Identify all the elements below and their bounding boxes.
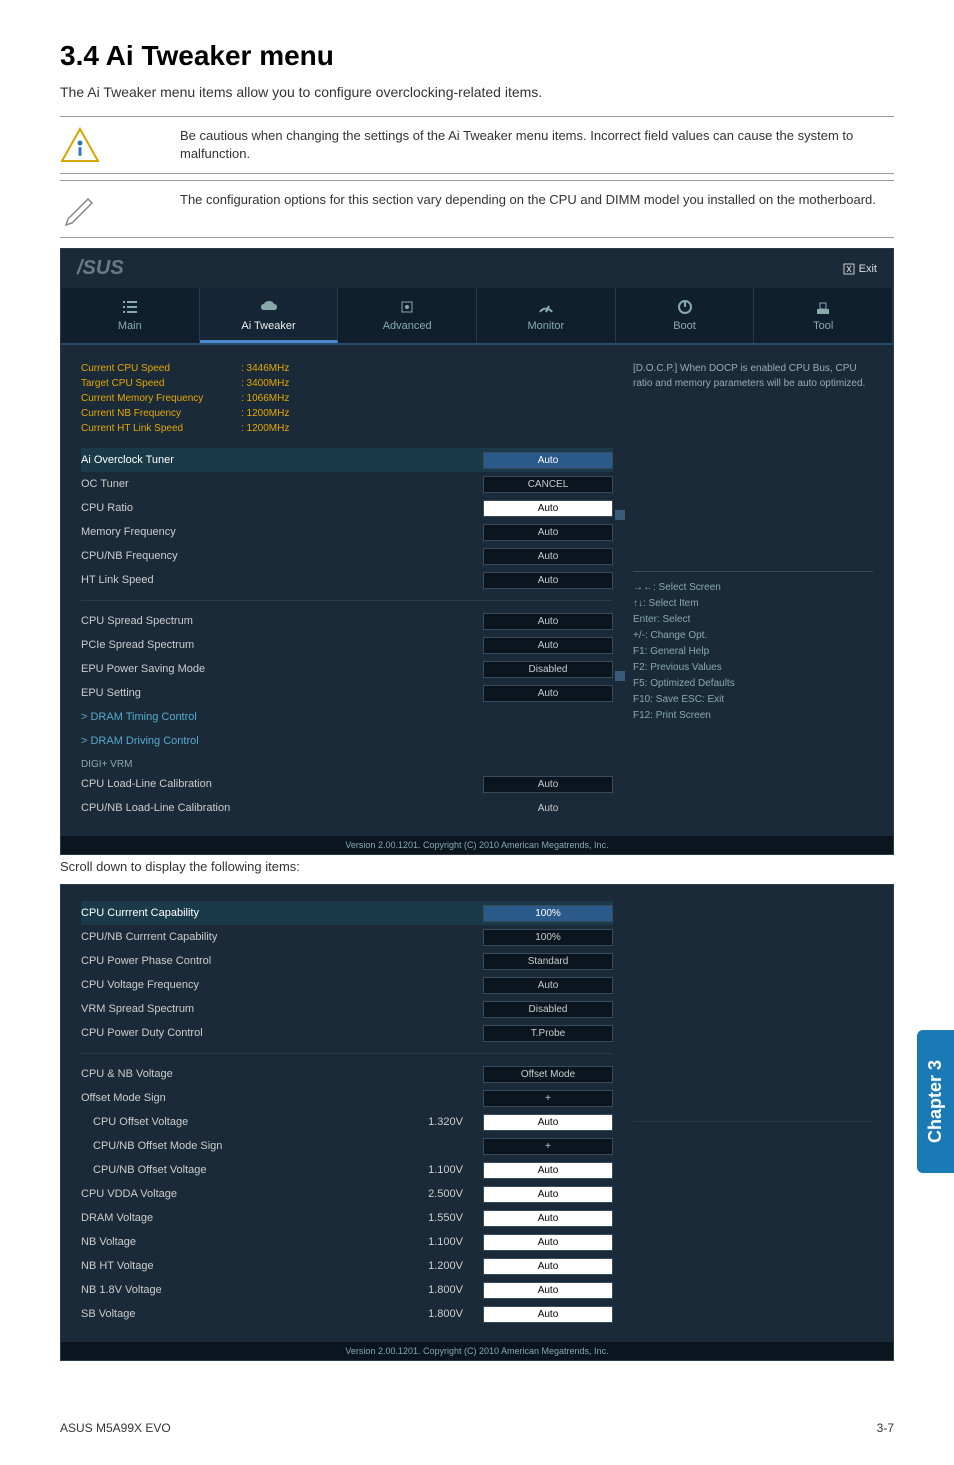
power-icon — [616, 298, 754, 318]
row-cpu-capability[interactable]: CPU Currrent Capability100% — [81, 901, 613, 925]
gauge-icon — [477, 298, 615, 318]
info-note: The configuration options for this secti… — [60, 180, 894, 238]
row-ai-overclock-tuner[interactable]: Ai Overclock TunerAuto — [81, 448, 613, 472]
row-dram-voltage[interactable]: DRAM Voltage1.550VAuto — [81, 1206, 613, 1230]
footer-page: 3-7 — [877, 1421, 894, 1435]
warning-text: Be cautious when changing the settings o… — [120, 127, 894, 163]
option-description: [D.O.C.P.] When DOCP is enabled CPU Bus,… — [633, 361, 873, 391]
chip-icon — [338, 298, 476, 318]
row-voltage-freq[interactable]: CPU Voltage FrequencyAuto — [81, 973, 613, 997]
tab-main[interactable]: Main — [61, 288, 200, 343]
row-cpu-loadline[interactable]: CPU Load-Line CalibrationAuto — [81, 772, 613, 796]
row-memory-freq[interactable]: Memory FrequencyAuto — [81, 520, 613, 544]
pencil-icon — [60, 191, 100, 227]
digi-vrm-header: DIGI+ VRM — [81, 759, 613, 770]
row-nb-voltage[interactable]: NB Voltage1.100VAuto — [81, 1230, 613, 1254]
exit-icon — [843, 263, 855, 275]
cloud-icon — [200, 298, 338, 318]
bios-version: Version 2.00.1201. Copyright (C) 2010 Am… — [61, 836, 893, 854]
row-cpunb-capability[interactable]: CPU/NB Currrent Capability100% — [81, 925, 613, 949]
row-cpunb-offset-sign[interactable]: CPU/NB Offset Mode Sign+ — [81, 1134, 613, 1158]
exit-button[interactable]: Exit — [843, 263, 877, 275]
row-cpunb-loadline[interactable]: CPU/NB Load-Line CalibrationAuto — [81, 796, 613, 820]
tab-tool[interactable]: Tool — [754, 288, 893, 343]
bios-screen-1: /SUS Exit Main Ai Tweaker Advanced Monit… — [60, 248, 894, 855]
scroll-note: Scroll down to display the following ite… — [60, 859, 894, 874]
chapter-tab: Chapter 3 — [917, 1030, 954, 1173]
page-heading: 3.4 Ai Tweaker menu — [60, 40, 894, 72]
row-epu-setting[interactable]: EPU SettingAuto — [81, 681, 613, 705]
row-epu-power[interactable]: EPU Power Saving ModeDisabled — [81, 657, 613, 681]
row-dram-driving[interactable]: > DRAM Driving Control — [81, 729, 613, 753]
row-pcie-spread[interactable]: PCIe Spread SpectrumAuto — [81, 633, 613, 657]
row-oc-tuner[interactable]: OC TunerCANCEL — [81, 472, 613, 496]
row-nb-18v[interactable]: NB 1.8V Voltage1.800VAuto — [81, 1278, 613, 1302]
row-nb-ht-voltage[interactable]: NB HT Voltage1.200VAuto — [81, 1254, 613, 1278]
list-icon — [61, 298, 199, 318]
row-duty-control[interactable]: CPU Power Duty ControlT.Probe — [81, 1021, 613, 1045]
row-ht-link[interactable]: HT Link SpeedAuto — [81, 568, 613, 592]
row-cpunb-freq[interactable]: CPU/NB FrequencyAuto — [81, 544, 613, 568]
warning-icon — [60, 127, 100, 163]
scroll-down-icon[interactable] — [615, 671, 625, 681]
subtitle: The Ai Tweaker menu items allow you to c… — [60, 84, 894, 100]
info-text: The configuration options for this secti… — [120, 191, 876, 209]
row-cpu-nb-voltage[interactable]: CPU & NB VoltageOffset Mode — [81, 1062, 613, 1086]
tab-ai-tweaker[interactable]: Ai Tweaker — [200, 288, 339, 343]
row-cpu-ratio[interactable]: CPU RatioAuto — [81, 496, 613, 520]
row-cpu-spread[interactable]: CPU Spread SpectrumAuto — [81, 609, 613, 633]
scroll-up-icon[interactable] — [615, 510, 625, 520]
help-keys: →←: Select Screen ↑↓: Select Item Enter:… — [633, 571, 873, 724]
bios-version-2: Version 2.00.1201. Copyright (C) 2010 Am… — [61, 1342, 893, 1360]
warning-note: Be cautious when changing the settings o… — [60, 116, 894, 174]
bios-tabs: Main Ai Tweaker Advanced Monitor Boot To… — [61, 288, 893, 345]
row-cpu-offset[interactable]: CPU Offset Voltage1.320VAuto — [81, 1110, 613, 1134]
footer-model: ASUS M5A99X EVO — [60, 1421, 171, 1435]
tab-advanced[interactable]: Advanced — [338, 288, 477, 343]
cpu-status-block: Current CPU Speed: 3446MHz Target CPU Sp… — [81, 361, 613, 436]
bios-screen-2: CPU Currrent Capability100% CPU/NB Currr… — [60, 884, 894, 1361]
tool-icon — [754, 298, 892, 318]
row-vdda[interactable]: CPU VDDA Voltage2.500VAuto — [81, 1182, 613, 1206]
row-dram-timing[interactable]: > DRAM Timing Control — [81, 705, 613, 729]
row-offset-sign[interactable]: Offset Mode Sign+ — [81, 1086, 613, 1110]
row-sb-voltage[interactable]: SB Voltage1.800VAuto — [81, 1302, 613, 1326]
asus-logo: /SUS — [77, 257, 124, 280]
row-cpunb-offset[interactable]: CPU/NB Offset Voltage1.100VAuto — [81, 1158, 613, 1182]
tab-monitor[interactable]: Monitor — [477, 288, 616, 343]
tab-boot[interactable]: Boot — [616, 288, 755, 343]
row-vrm-spread[interactable]: VRM Spread SpectrumDisabled — [81, 997, 613, 1021]
row-phase-control[interactable]: CPU Power Phase ControlStandard — [81, 949, 613, 973]
